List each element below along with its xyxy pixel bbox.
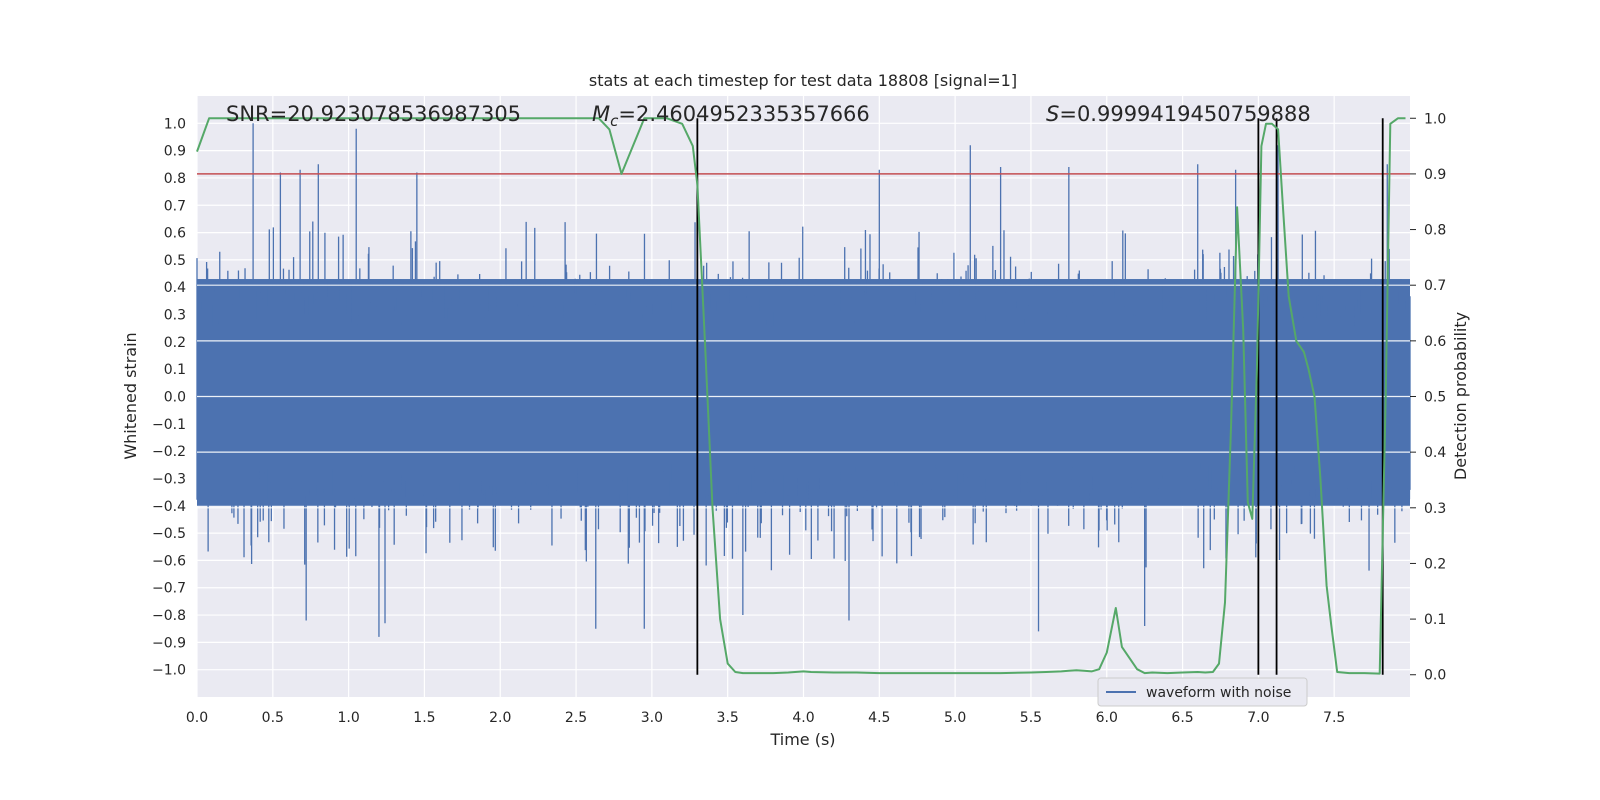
x-tick-label: 4.0 (792, 710, 814, 726)
score-annotation: S=0.9999419450759888 (1046, 102, 1311, 126)
x-tick-label: 7.0 (1247, 710, 1269, 726)
y-tick-label: −1.0 (152, 663, 186, 679)
y-axis-label: Whitened strain (121, 332, 140, 459)
s-symbol: S (1046, 102, 1059, 126)
y-tick-label: 0.8 (164, 171, 186, 187)
y-tick-label: −0.9 (152, 635, 186, 651)
s-value: =0.9999419450759888 (1059, 102, 1310, 126)
y-tick-label: −0.7 (152, 581, 186, 597)
y2-tick-label: 0.9 (1424, 167, 1446, 183)
x-tick-label: 2.5 (565, 710, 587, 726)
y-tick-label: −0.6 (152, 553, 186, 569)
waveform-series (196, 123, 1411, 670)
y-tick-label: 0.5 (164, 253, 186, 269)
x-axis-label: Time (s) (769, 730, 835, 749)
y-tick-label: 0.2 (164, 335, 186, 351)
y2-tick-label: 1.0 (1424, 111, 1446, 127)
y-tick-label: 0.6 (164, 226, 186, 242)
x-tick-label: 3.0 (641, 710, 663, 726)
y2-tick-label: 0.6 (1424, 334, 1446, 350)
y2-tick-label: 0.4 (1424, 445, 1446, 461)
snr-annotation: SNR=20.923078536987305 (226, 102, 521, 126)
x-tick-label: 6.0 (1096, 710, 1118, 726)
x-tick-label: 7.5 (1323, 710, 1345, 726)
x-tick-label: 1.5 (413, 710, 435, 726)
y-tick-label: 1.0 (164, 116, 186, 132)
x-tick-label: 0.0 (186, 710, 208, 726)
y-tick-label: 0.4 (164, 280, 186, 296)
y2-tick-label: 0.1 (1424, 612, 1446, 628)
x-tick-label: 3.5 (717, 710, 739, 726)
y2-tick-label: 0.0 (1424, 668, 1446, 684)
probability-line (196, 117, 1406, 675)
y-tick-label: 0.1 (164, 362, 186, 378)
y-tick-label: −0.5 (152, 526, 186, 542)
y-ticks: 1.0 0.9 0.8 0.7 0.6 0.5 0.4 0.3 0.2 0.1 0.0 −0.1 −0.… (152, 116, 186, 678)
x-tick-label: 6.5 (1171, 710, 1193, 726)
y2-tick-label: 0.3 (1424, 501, 1446, 517)
legend-label-waveform: waveform with noise (1146, 685, 1291, 701)
x-ticks: 0.0 0.5 1.0 1.5 2.0 2.5 3.0 3.5 4.0 4.5 5.0 5.5 6.0 6… (186, 710, 1345, 726)
x-tick-label: 0.5 (262, 710, 284, 726)
x-tick-label: 2.0 (489, 710, 511, 726)
y-tick-label: 0.0 (164, 390, 186, 406)
y2-tick-label: 0.7 (1424, 278, 1446, 294)
y-tick-label: 0.9 (164, 144, 186, 160)
probability-series (196, 117, 1406, 675)
y2-tick-label: 0.8 (1424, 223, 1446, 239)
legend-box (1097, 677, 1308, 707)
y-tick-label: −0.1 (152, 417, 186, 433)
mc-value: =2.4604952335357666 (618, 102, 869, 126)
y2-axis-label: Detection probability (1451, 312, 1470, 480)
y-tick-label: 0.3 (164, 308, 186, 324)
x-tick-label: 4.5 (868, 710, 890, 726)
y2-tick-label: 0.5 (1424, 390, 1446, 406)
y2-tick-label: 0.2 (1424, 556, 1446, 572)
mc-subscript: c (610, 112, 619, 130)
legend: waveform with noise (1097, 677, 1308, 707)
y2-ticks: 1.0 0.9 0.8 0.7 0.6 0.5 0.4 0.3 0.2 0.1 0.0 (1410, 111, 1446, 684)
x-tick-label: 5.0 (944, 710, 966, 726)
y-tick-label: −0.2 (152, 444, 186, 460)
chirp-mass-annotation: Mc=2.4604952335357666 (592, 102, 870, 130)
y-tick-label: −0.4 (152, 499, 186, 515)
x-tick-label: 5.5 (1020, 710, 1042, 726)
y-tick-label: −0.3 (152, 471, 186, 487)
y-tick-label: −0.8 (152, 608, 186, 624)
y-tick-label: 0.7 (164, 198, 186, 214)
chart-title: stats at each timestep for test data 188… (589, 71, 1017, 90)
overlay (197, 118, 1410, 675)
mc-symbol: M (592, 102, 610, 126)
x-tick-label: 1.0 (337, 710, 359, 726)
